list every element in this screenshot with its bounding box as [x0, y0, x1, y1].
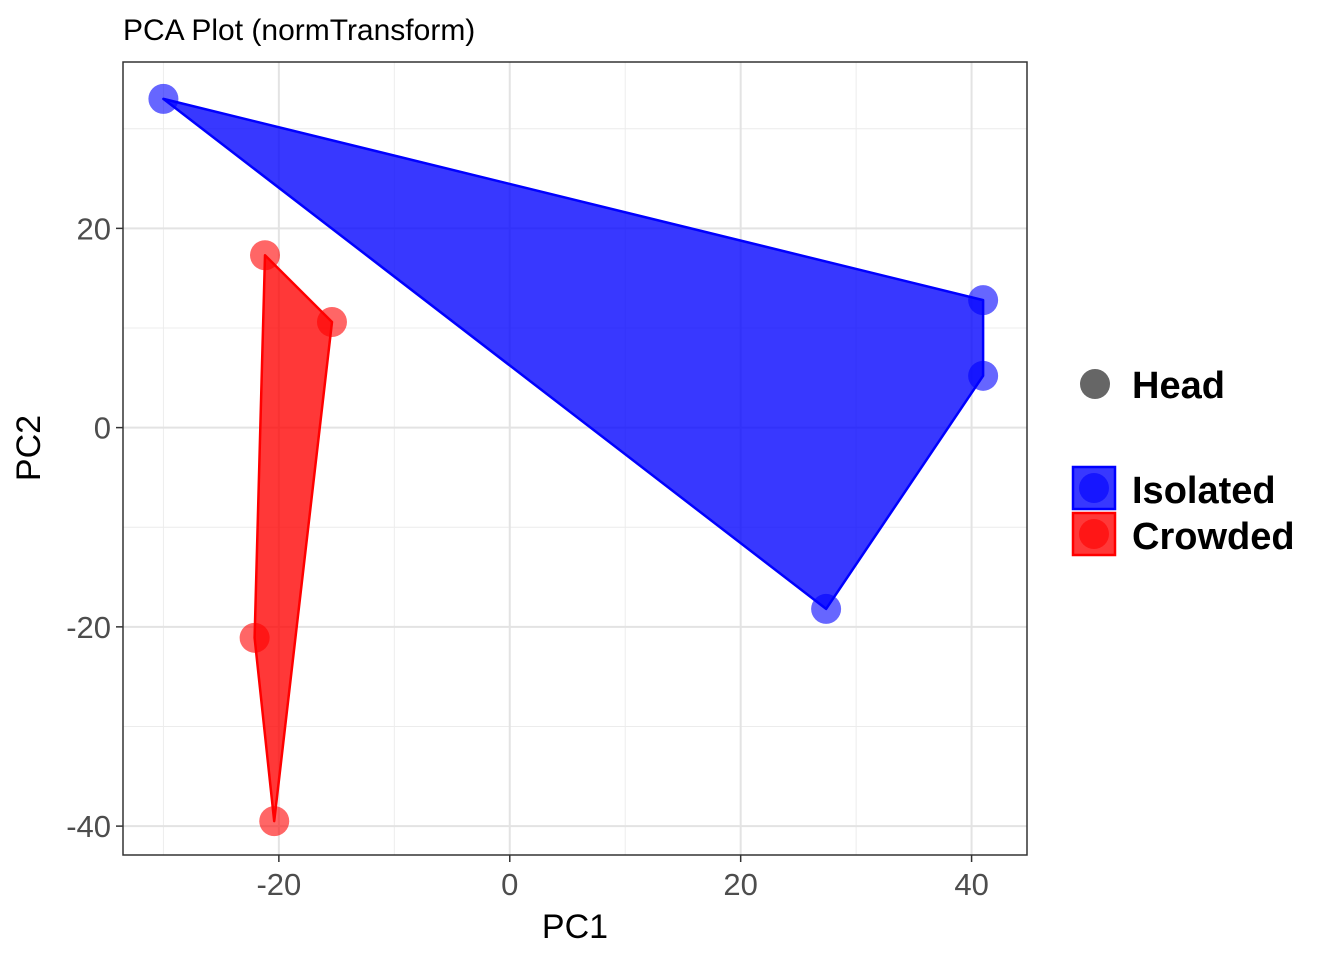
- point-isolated: [968, 360, 999, 391]
- legend-label-crowded: Crowded: [1132, 516, 1295, 558]
- x-tick-label: 20: [723, 867, 757, 902]
- legend-shape-label: Head: [1132, 365, 1225, 407]
- legend-shape-key: [1080, 369, 1110, 399]
- y-axis-ticks: -40 -20 0 20: [66, 211, 123, 844]
- chart-title: PCA Plot (normTransform): [123, 14, 475, 47]
- y-tick-label: 0: [94, 411, 111, 446]
- point-crowded: [316, 307, 347, 338]
- legend-key-point-isolated: [1079, 473, 1109, 503]
- point-isolated: [968, 285, 999, 316]
- x-tick-label: -20: [256, 867, 301, 902]
- x-tick-label: 0: [501, 867, 518, 902]
- plot-border: [122, 61, 1028, 856]
- y-tick-label: 20: [77, 211, 111, 246]
- point-crowded: [259, 806, 290, 837]
- x-axis-title: PC1: [542, 908, 608, 946]
- data-points: [148, 83, 999, 837]
- point-isolated: [148, 83, 179, 114]
- legend-label-isolated: Isolated: [1132, 470, 1276, 512]
- y-axis-title: PC2: [10, 415, 48, 481]
- point-crowded: [250, 240, 281, 271]
- legend-key-point-crowded: [1079, 519, 1109, 549]
- y-tick-label: -20: [66, 610, 111, 645]
- point-crowded: [239, 622, 270, 653]
- y-tick-label: -40: [66, 809, 111, 844]
- x-axis-ticks: -20 0 20 40: [256, 855, 989, 902]
- point-isolated: [811, 593, 842, 624]
- x-tick-label: 40: [954, 867, 988, 902]
